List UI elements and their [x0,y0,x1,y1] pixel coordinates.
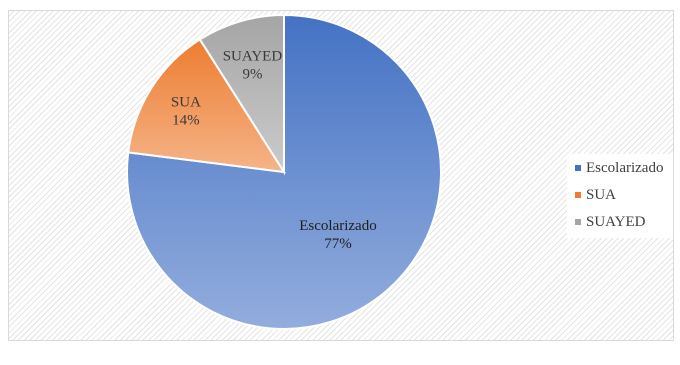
legend-item-sua: SUA [575,185,616,205]
chart-area: Escolarizado 77% SUA 14% SUAYED 9% Escolariza… [8,10,674,341]
legend-item-suayed: SUAYED [575,212,645,232]
pie-slice-suayed [198,13,285,176]
data-label-sua: SUA 14% [171,95,201,129]
legend-item-escolarizado: Escolarizado [575,158,663,178]
data-label-escolarizado: Escolarizado 77% [299,218,376,252]
legend-label-escolarizado: Escolarizado [586,160,664,176]
legend-swatch-escolarizado [575,164,581,171]
pie-slice-escolarizado [126,13,442,330]
data-label-suayed: SUAYED 9% [223,48,283,82]
pie-chart: Escolarizado 77% SUA 14% SUAYED 9% [126,13,442,330]
legend-label-suayed: SUAYED [586,214,646,230]
legend-swatch-suayed [575,218,581,225]
legend-label-sua: SUA [586,187,617,203]
legend-swatch-sua [575,191,581,198]
pie-slice-sua [127,38,286,174]
chart-legend: Escolarizado SUA SUAYED [567,154,673,238]
